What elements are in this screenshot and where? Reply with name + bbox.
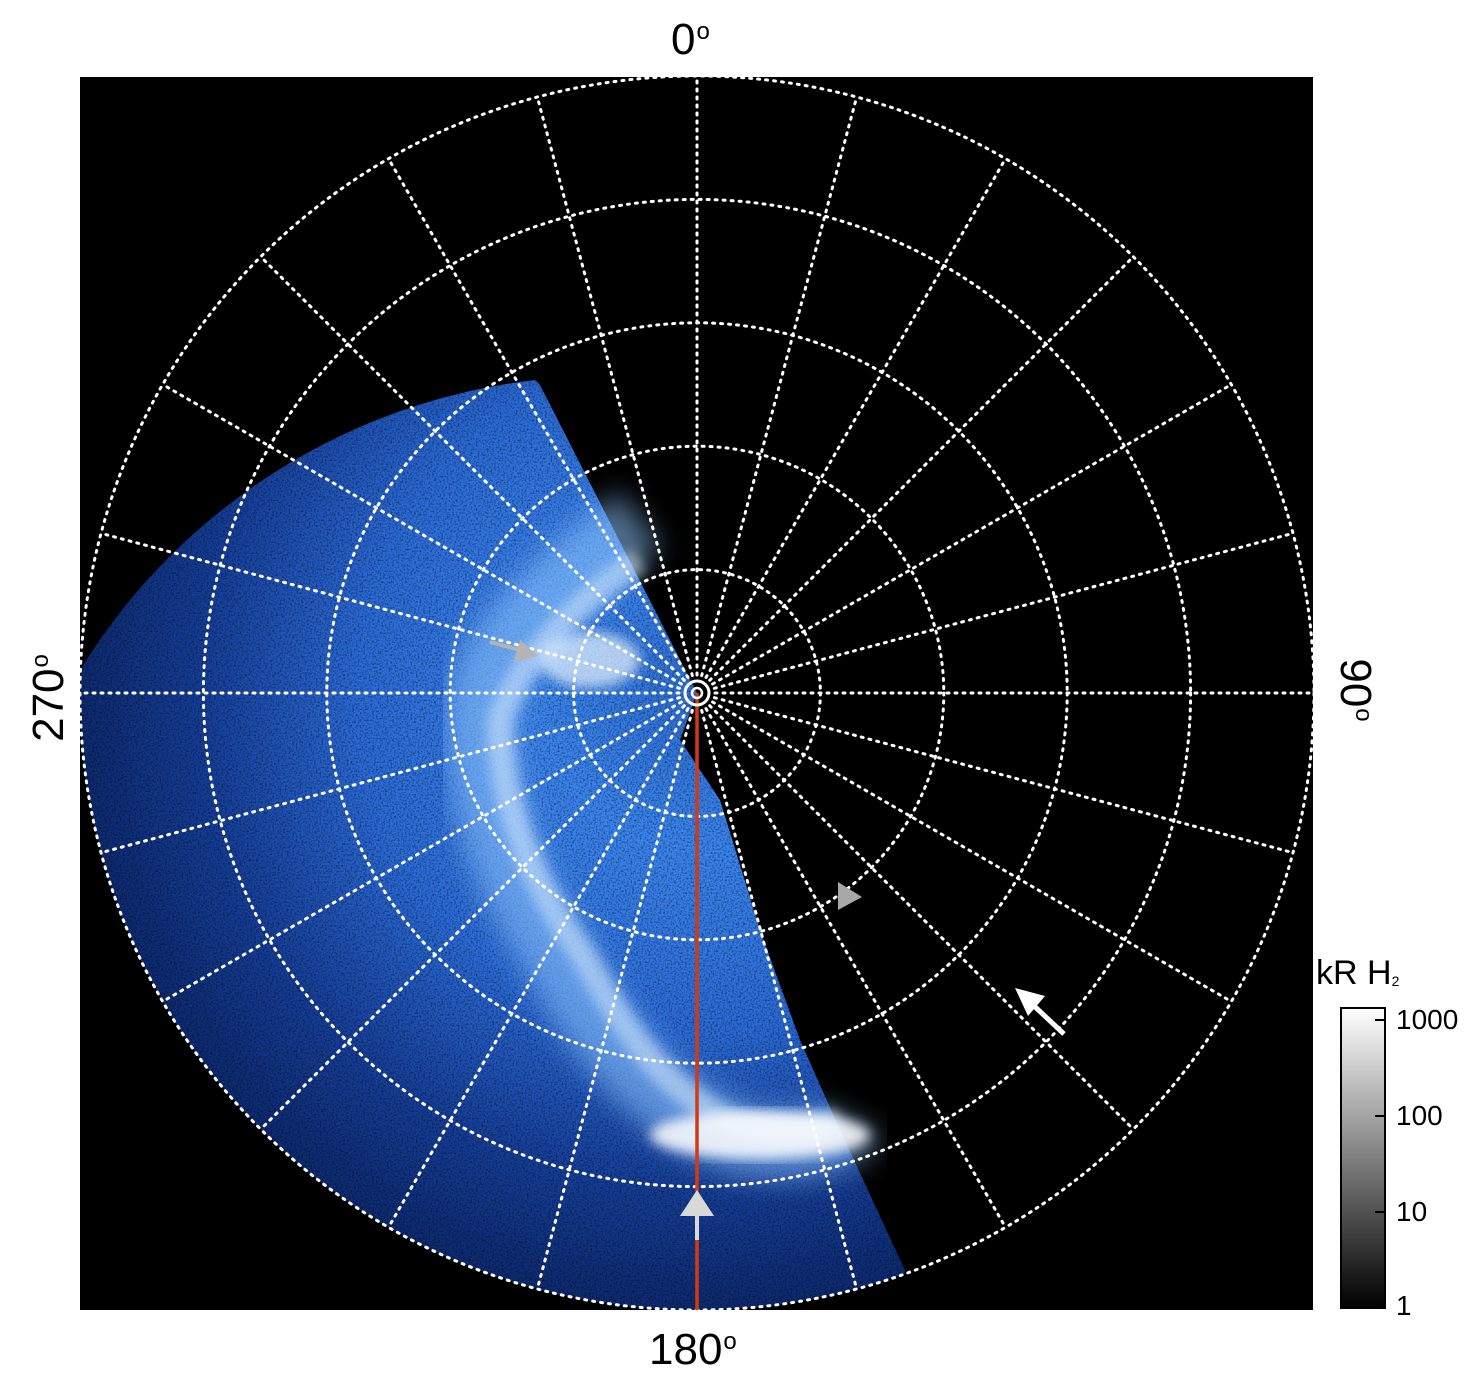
grid-spoke-225 [259,704,686,1131]
white-arrow [1015,988,1066,1036]
grid-spoke-120 [711,700,1233,1003]
grid-spoke-300 [161,383,683,686]
grid-spoke-15 [700,95,859,678]
grid-spoke-210 [387,707,690,1229]
bright-spot [650,1111,870,1159]
pole-marker-outer [683,679,711,707]
grid-spoke-285 [99,531,682,690]
grid-spoke-195 [535,708,694,1291]
grid-spoke-240 [161,700,683,1003]
grid-spoke-75 [712,531,1295,690]
angle-label-90: 90o [1331,658,1380,722]
grid-spoke-315 [259,255,686,682]
grid-spoke-60 [711,383,1233,686]
angle-label-0: 0o [671,15,710,64]
grid-spoke-255 [99,696,682,855]
grid-spoke-105 [712,696,1295,855]
colorbar-title: kR H2 [1316,954,1400,992]
bright-patch-upper [540,632,640,688]
grid-spoke-30 [704,157,1007,679]
colorbar-tick-1: 1 [1396,1290,1412,1321]
gray-arrow-upper-left [489,640,538,662]
grid-spoke-45 [708,255,1135,682]
gray-arrowhead-lower-right [838,882,862,910]
colorbar [1340,1007,1386,1309]
colorbar-tick-100: 100 [1396,1100,1443,1131]
grid-spoke-150 [704,707,1007,1229]
grid-spoke-330 [387,157,690,679]
pole-marker-inner [690,686,704,700]
grid-spoke-165 [700,708,859,1291]
colorbar-ticks [1375,1019,1385,1308]
colorbar-tick-1000: 1000 [1396,1004,1459,1035]
gray-arrow-bottom [680,1190,714,1240]
grid-spoke-135 [708,704,1135,1131]
angle-label-180: 180o [649,1325,737,1374]
polar-grid [80,77,1313,1310]
colorbar-tick-10: 10 [1396,1196,1428,1227]
grid-spoke-345 [535,95,694,678]
angle-label-270: 270o [24,654,73,742]
